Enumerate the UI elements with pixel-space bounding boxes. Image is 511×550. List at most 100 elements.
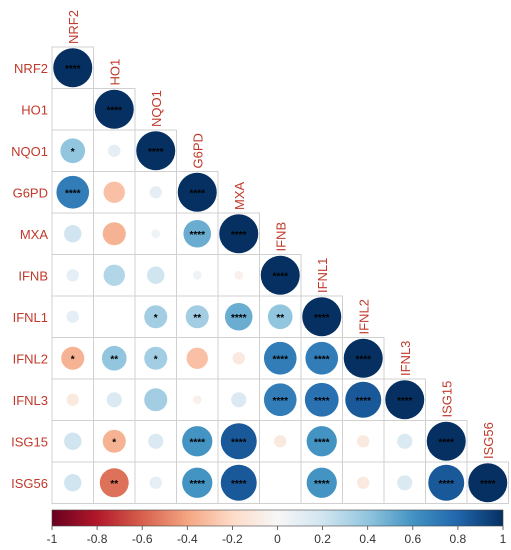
sig-stars: ** bbox=[110, 354, 118, 365]
row-label-nrf2: NRF2 bbox=[14, 61, 48, 76]
corr-circle-isg56-isg15 bbox=[428, 464, 465, 501]
row-label-ifnb: IFNB bbox=[18, 268, 48, 283]
sig-stars: **** bbox=[65, 188, 81, 199]
row-label-ifnl3: IFNL3 bbox=[13, 393, 48, 408]
col-label-ifnl3: IFNL3 bbox=[398, 341, 413, 376]
col-label-nrf2: NRF2 bbox=[66, 10, 81, 44]
sig-stars: ** bbox=[276, 313, 284, 324]
corr-circle-ifnb-nrf2 bbox=[66, 269, 79, 282]
corr-circle-nqo1-nqo1 bbox=[136, 131, 176, 171]
corr-circle-isg15-nrf2 bbox=[64, 432, 82, 450]
sig-stars: **** bbox=[438, 437, 454, 448]
colorbar-tick-label: -0.4 bbox=[177, 532, 198, 546]
sig-stars: * bbox=[112, 437, 116, 448]
corr-circle-ifnl3-ifnl2 bbox=[345, 381, 382, 418]
corr-circle-isg15-ifnb bbox=[274, 435, 287, 448]
colorbar-tick-label: -0.6 bbox=[132, 532, 153, 546]
corr-circle-ifnl2-nqo1 bbox=[144, 346, 168, 370]
col-label-ifnl2: IFNL2 bbox=[356, 299, 371, 334]
grid-cell bbox=[466, 461, 509, 504]
corr-circle-ifnl1-ifnl1 bbox=[302, 297, 342, 337]
colorbar-tick-label: 0.4 bbox=[359, 532, 376, 546]
col-label-isg56: ISG56 bbox=[481, 422, 496, 459]
colorbar-tick-label: 0.2 bbox=[314, 532, 331, 546]
sig-stars: **** bbox=[189, 230, 205, 241]
col-label-ifnb: IFNB bbox=[273, 222, 288, 252]
corr-circle-ifnl3-ifnb bbox=[263, 383, 297, 417]
corr-circle-ifnl3-nqo1 bbox=[144, 388, 168, 412]
grid-cell bbox=[51, 88, 94, 131]
col-label-nqo1: NQO1 bbox=[149, 90, 164, 127]
corr-circle-ifnl1-g6pd bbox=[185, 305, 209, 329]
corr-circle-isg56-ifnl3 bbox=[397, 475, 413, 491]
corr-circle-ifnl1-ifnb bbox=[267, 304, 293, 330]
col-label-mxa: MXA bbox=[232, 182, 247, 211]
sig-stars: **** bbox=[189, 188, 205, 199]
col-label-ho1: HO1 bbox=[107, 59, 122, 86]
corr-circle-isg56-ifnl2 bbox=[357, 476, 370, 489]
col-label-ifnl1: IFNL1 bbox=[315, 258, 330, 293]
sig-stars: **** bbox=[272, 396, 288, 407]
sig-stars: **** bbox=[148, 147, 164, 158]
corr-circle-isg15-g6pd bbox=[182, 426, 213, 457]
corr-circle-ifnl2-ifnl1 bbox=[305, 341, 339, 375]
label-layer: NRF2 HO1 NQO1 G6PD MXA IFNB IFNL1 IFNL2 IFNL3 ISG… bbox=[11, 10, 496, 491]
corr-circle-ifnl3-nrf2 bbox=[66, 393, 79, 406]
row-label-ifnl2: IFNL2 bbox=[13, 351, 48, 366]
sig-stars: **** bbox=[231, 230, 247, 241]
colorbar-tick-label: -0.8 bbox=[87, 532, 108, 546]
row-label-mxa: MXA bbox=[20, 227, 49, 242]
corr-circle-ifnl2-ho1 bbox=[101, 345, 127, 371]
grid-layer bbox=[51, 46, 509, 504]
col-label-isg15: ISG15 bbox=[439, 381, 454, 418]
sig-stars: **** bbox=[355, 354, 371, 365]
sig-stars: **** bbox=[314, 479, 330, 490]
corr-circle-isg15-ifnl3 bbox=[397, 433, 413, 449]
corr-circle-mxa-nrf2 bbox=[64, 225, 82, 243]
corr-circle-isg56-ho1 bbox=[99, 468, 129, 498]
corr-circle-isg56-isg56 bbox=[468, 463, 508, 503]
corr-circle-ho1-ho1 bbox=[94, 89, 134, 129]
corr-circle-ifnb-mxa bbox=[234, 270, 244, 280]
colorbar: -1 -0.8 -0.6 -0.4 -0.2 0 0.2 0.4 0.6 0.8 1 bbox=[47, 509, 507, 546]
corr-circle-ifnl2-mxa bbox=[232, 352, 245, 365]
sig-stars: **** bbox=[272, 354, 288, 365]
sig-stars: * bbox=[71, 354, 75, 365]
row-label-ifnl1: IFNL1 bbox=[13, 310, 48, 325]
corr-circle-ifnl2-nrf2 bbox=[61, 346, 85, 370]
corr-circle-isg56-ifnl1 bbox=[306, 467, 337, 498]
corr-circle-mxa-mxa bbox=[219, 214, 259, 254]
row-label-isg56: ISG56 bbox=[11, 476, 48, 491]
corr-circle-nqo1-nrf2 bbox=[60, 138, 86, 164]
corr-circle-isg15-mxa bbox=[220, 423, 257, 460]
sig-stars: ** bbox=[110, 479, 118, 490]
corr-circle-mxa-g6pd bbox=[183, 219, 212, 248]
sig-stars: **** bbox=[272, 271, 288, 282]
colorbar-tick-label: 0.6 bbox=[404, 532, 421, 546]
corr-circle-isg56-g6pd bbox=[182, 467, 213, 498]
sig-stars: **** bbox=[231, 479, 247, 490]
sig-stars: * bbox=[71, 147, 75, 158]
corr-circle-ifnb-ho1 bbox=[103, 264, 125, 286]
colorbar-tick-label: -1 bbox=[47, 532, 58, 546]
col-label-g6pd: G6PD bbox=[190, 133, 205, 168]
corr-circle-ifnl1-nrf2 bbox=[66, 310, 79, 323]
sig-stars: * bbox=[154, 313, 158, 324]
corr-circle-isg56-nrf2 bbox=[64, 474, 82, 492]
colorbar-tick-label: -0.2 bbox=[222, 532, 243, 546]
corr-circle-ifnb-nqo1 bbox=[147, 266, 165, 284]
grid-cell bbox=[259, 461, 302, 504]
row-label-ho1: HO1 bbox=[21, 102, 48, 117]
corr-circle-ifnl3-mxa bbox=[231, 392, 247, 408]
colorbar-tick-label: 1 bbox=[500, 532, 507, 546]
corr-circle-g6pd-nqo1 bbox=[149, 186, 162, 199]
sig-stars: **** bbox=[189, 437, 205, 448]
sig-stars: **** bbox=[314, 354, 330, 365]
corr-circle-g6pd-ho1 bbox=[103, 181, 125, 203]
sig-stars: **** bbox=[231, 313, 247, 324]
row-label-isg15: ISG15 bbox=[11, 434, 48, 449]
corr-circle-ifnb-g6pd bbox=[192, 270, 202, 280]
sig-stars: **** bbox=[189, 479, 205, 490]
sig-stars: ** bbox=[193, 313, 201, 324]
corr-circle-isg15-nqo1 bbox=[148, 433, 164, 449]
